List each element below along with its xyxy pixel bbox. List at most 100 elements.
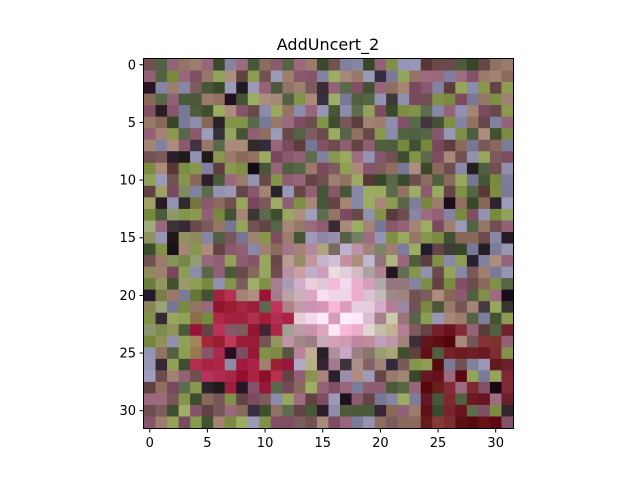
heatmap-cell [455, 243, 468, 256]
heatmap-cell [397, 335, 410, 348]
heatmap-cell [316, 289, 329, 302]
heatmap-cell [236, 162, 249, 175]
heatmap-cell [236, 93, 249, 106]
heatmap-cell [455, 128, 468, 141]
heatmap-cell [247, 231, 260, 244]
heatmap-cell [224, 278, 237, 291]
heatmap-cell [259, 151, 272, 164]
heatmap-cell [247, 151, 260, 164]
heatmap-cell [374, 197, 387, 210]
heatmap-cell [259, 289, 272, 302]
heatmap-cell [455, 393, 468, 406]
heatmap-cell [247, 105, 260, 118]
heatmap-cell [363, 266, 376, 279]
heatmap-cell [247, 347, 260, 360]
heatmap-cell [351, 255, 364, 267]
heatmap-cell [213, 93, 226, 106]
heatmap-cell [144, 197, 156, 210]
heatmap-cell [144, 139, 156, 152]
heatmap-cell [489, 185, 502, 198]
heatmap-cell [305, 82, 318, 94]
heatmap-cell [247, 243, 260, 256]
heatmap-cell [328, 220, 341, 233]
heatmap-cell [201, 370, 214, 383]
heatmap-cell [190, 151, 203, 164]
heatmap-cell [224, 243, 237, 256]
heatmap-cell [259, 393, 272, 406]
heatmap-cell [167, 278, 179, 291]
heatmap-cell [386, 220, 399, 233]
heatmap-cell [443, 381, 456, 394]
heatmap-cell [432, 82, 445, 94]
heatmap-cell [305, 243, 318, 256]
heatmap-cell [305, 105, 318, 118]
heatmap-cell [282, 208, 295, 221]
heatmap-cell [466, 116, 479, 129]
heatmap-cell [489, 82, 502, 94]
heatmap-cell [443, 231, 456, 244]
heatmap-cell [351, 208, 364, 221]
heatmap-cell [443, 70, 456, 83]
heatmap-cell [386, 404, 399, 417]
heatmap-cell [236, 174, 249, 187]
heatmap-cell [167, 185, 179, 198]
heatmap-cell [305, 289, 318, 302]
heatmap-cell [282, 381, 295, 394]
heatmap-cell [397, 82, 410, 94]
heatmap-cell [178, 278, 191, 291]
heatmap-cell [443, 174, 456, 187]
heatmap-cell [455, 312, 468, 325]
heatmap-cell [351, 335, 364, 348]
heatmap-cell [270, 116, 283, 129]
heatmap-cell [466, 278, 479, 291]
heatmap-cell [420, 255, 433, 267]
heatmap-cell [340, 301, 352, 314]
heatmap-cell [213, 312, 226, 325]
heatmap-cell [259, 358, 272, 371]
heatmap-cell [432, 358, 445, 371]
heatmap-cell [282, 358, 295, 371]
heatmap-cell [478, 358, 491, 371]
heatmap-cell [351, 312, 364, 325]
heatmap-cell [178, 312, 191, 325]
heatmap-cell [374, 266, 387, 279]
heatmap-cell [282, 289, 295, 302]
heatmap-cell [190, 312, 203, 325]
heatmap-cell [236, 278, 249, 291]
heatmap-cell [305, 324, 318, 337]
heatmap-cell [305, 174, 318, 187]
heatmap-cell [293, 93, 306, 106]
heatmap-cell [374, 208, 387, 221]
heatmap-cell [501, 220, 514, 233]
heatmap-cell [293, 335, 306, 348]
heatmap-cell [201, 116, 214, 129]
x-tick-label: 25 [430, 436, 447, 451]
heatmap-cell [316, 335, 329, 348]
heatmap-cell [236, 404, 249, 417]
heatmap-cell [363, 278, 376, 291]
heatmap-cell [155, 393, 168, 406]
heatmap-cell [316, 185, 329, 198]
heatmap-cell [420, 289, 433, 302]
heatmap-cell [201, 162, 214, 175]
heatmap-cell [489, 128, 502, 141]
heatmap-cell [478, 301, 491, 314]
heatmap-cell [293, 185, 306, 198]
heatmap-cell [432, 139, 445, 152]
heatmap-cell [363, 208, 376, 221]
heatmap-cell [178, 289, 191, 302]
heatmap-cell [316, 70, 329, 83]
heatmap-cell [155, 128, 168, 141]
heatmap-cell [270, 347, 283, 360]
heatmap-cell [305, 185, 318, 198]
heatmap-cell [466, 404, 479, 417]
heatmap-cell [282, 82, 295, 94]
heatmap-cell [190, 174, 203, 187]
heatmap-cell [259, 82, 272, 94]
heatmap-cell [247, 301, 260, 314]
heatmap-cell [167, 151, 179, 164]
heatmap-cell [351, 404, 364, 417]
heatmap-cell [201, 185, 214, 198]
heatmap-cell [213, 139, 226, 152]
heatmap-cell [386, 185, 399, 198]
